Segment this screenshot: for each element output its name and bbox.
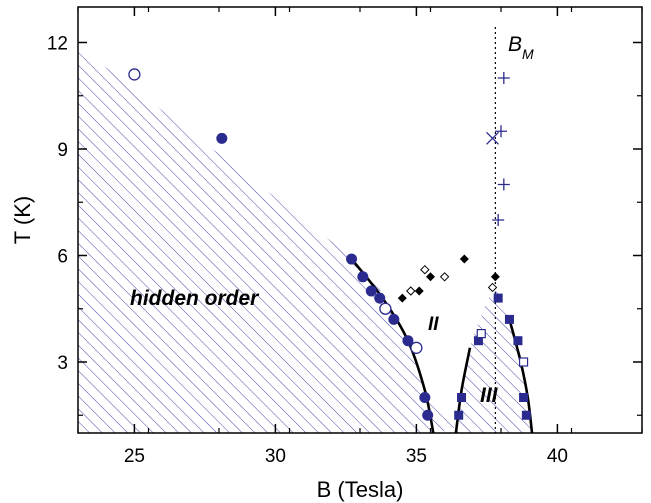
open-diamond-point bbox=[420, 264, 430, 275]
filled-circle-point bbox=[374, 292, 386, 304]
filled-square-point bbox=[473, 336, 483, 346]
filled-diamond-point bbox=[426, 272, 435, 282]
filled-diamond-point bbox=[414, 286, 424, 296]
open-circle-point bbox=[379, 302, 392, 315]
y-tick-label: 3 bbox=[57, 353, 68, 374]
filled-circle-point bbox=[419, 392, 431, 403]
filled-square-point bbox=[457, 393, 467, 402]
x-tick-label: 30 bbox=[265, 446, 286, 467]
bm-label: BM bbox=[508, 33, 534, 62]
hatched-region-2 bbox=[455, 291, 533, 433]
open-diamond-point bbox=[487, 282, 498, 293]
filled-circle-point bbox=[402, 335, 414, 347]
filled-circle-point bbox=[422, 409, 434, 421]
filled-diamond-point bbox=[397, 293, 407, 303]
plus-point bbox=[492, 214, 505, 226]
open-circle-point bbox=[410, 341, 423, 354]
x-tick-label: 35 bbox=[406, 446, 427, 467]
hidden-order-label: hidden order bbox=[130, 287, 260, 310]
open-square-point bbox=[518, 357, 529, 367]
open-diamond-point bbox=[406, 286, 416, 296]
cross-point bbox=[486, 131, 499, 145]
plus-point bbox=[495, 125, 507, 138]
open-diamond-point bbox=[439, 272, 450, 282]
filled-circle-point bbox=[216, 132, 228, 144]
phase-iii-label: III bbox=[480, 384, 499, 407]
x-tick-label: 40 bbox=[547, 446, 568, 467]
hatched-region-1 bbox=[78, 46, 458, 433]
filled-circle-point bbox=[357, 271, 369, 283]
filled-square-point bbox=[513, 336, 523, 346]
x-tick-label: 25 bbox=[124, 446, 145, 467]
y-axis-label: T (K) bbox=[10, 196, 35, 244]
filled-circle-point bbox=[388, 313, 400, 325]
y-tick-label: 6 bbox=[57, 247, 68, 268]
filled-square-point bbox=[454, 410, 464, 420]
filled-circle-point bbox=[365, 285, 377, 297]
open-square-point bbox=[476, 329, 486, 339]
open-circle-point bbox=[128, 68, 141, 81]
phase-ii-label: II bbox=[428, 314, 439, 335]
filled-square-point bbox=[519, 393, 529, 402]
plus-point bbox=[497, 72, 510, 84]
filled-square-point bbox=[521, 410, 531, 420]
x-axis-label: B (Tesla) bbox=[317, 477, 404, 502]
filled-square-point bbox=[493, 293, 503, 303]
y-tick-label: 9 bbox=[57, 140, 68, 161]
filled-diamond-point bbox=[459, 254, 469, 264]
y-tick-label: 12 bbox=[47, 34, 68, 55]
phase-boundary-2 bbox=[454, 347, 472, 433]
filled-square-point bbox=[504, 314, 514, 324]
filled-circle-point bbox=[346, 253, 358, 265]
plus-point bbox=[497, 178, 510, 191]
filled-diamond-point bbox=[490, 272, 500, 282]
